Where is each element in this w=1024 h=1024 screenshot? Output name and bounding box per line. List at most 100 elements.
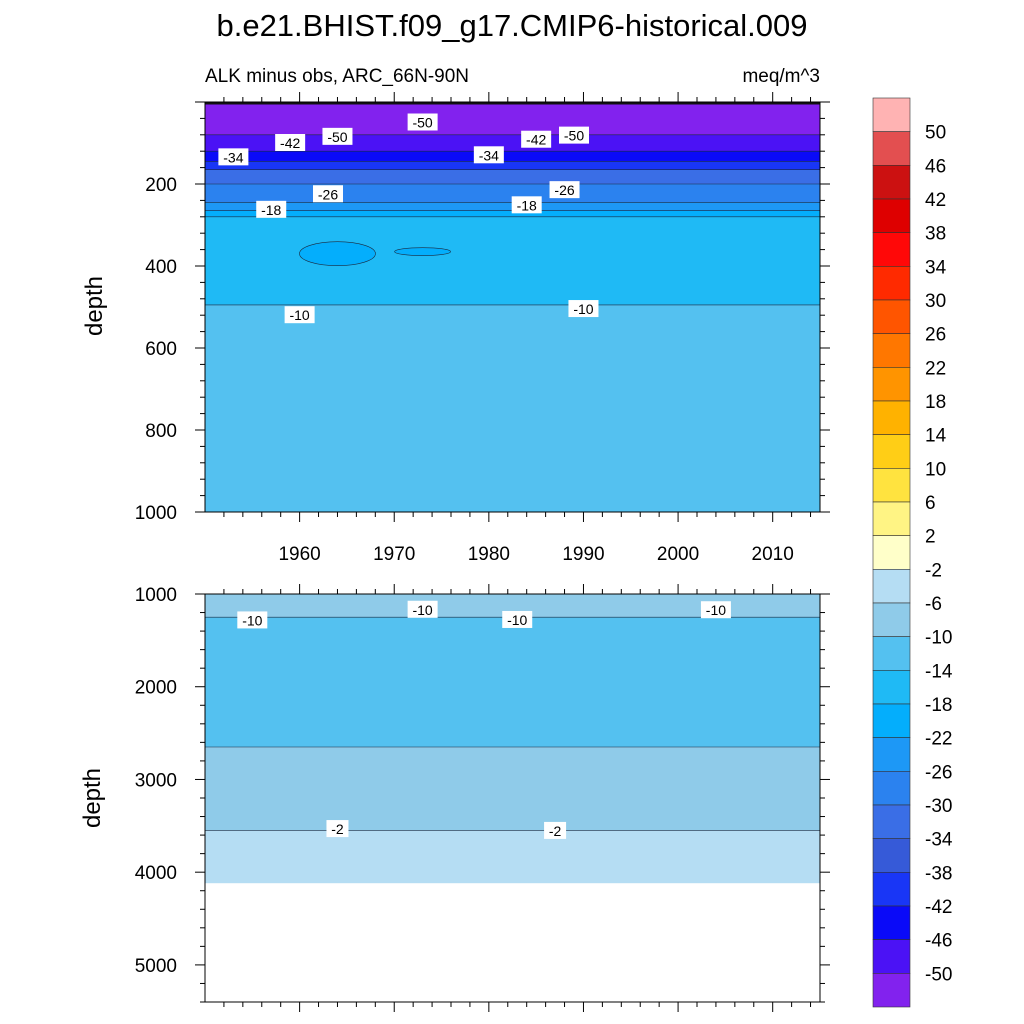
colorbar-swatch (872, 501, 911, 536)
contour-label-box (237, 611, 268, 629)
colorbar-label: 18 (925, 392, 946, 413)
contour-label: -2 (331, 821, 344, 837)
contour-label: -34 (223, 149, 243, 165)
x-tick-label: 1970 (373, 544, 415, 565)
colorbar-swatch (872, 400, 911, 435)
colorbar-label: 38 (925, 224, 946, 245)
contour-pocket (394, 247, 451, 256)
x-tick-label: 1960 (278, 544, 320, 565)
y-tick-label: 1000 (135, 585, 177, 606)
colorbar-swatch (872, 535, 911, 570)
contour-label-box (473, 146, 504, 164)
colorbar-label: 46 (925, 156, 946, 177)
colorbar-swatch (872, 636, 911, 671)
colorbar-label: 22 (925, 358, 946, 379)
y-tick-label: 800 (145, 421, 177, 442)
colorbar-label: -46 (925, 931, 952, 952)
contour-label-box (284, 306, 315, 324)
y-tick-label: 3000 (135, 770, 177, 791)
colorbar-label: -6 (925, 594, 942, 615)
colorbar-swatch (872, 97, 911, 132)
contour-label-box (326, 820, 349, 838)
chart-title: b.e21.BHIST.f09_g17.CMIP6-historical.009 (216, 8, 807, 43)
colorbar-label: 6 (925, 493, 936, 514)
colorbar-label: -50 (925, 964, 952, 985)
y-tick-label: 5000 (135, 956, 177, 977)
colorbar-label: 34 (925, 257, 947, 278)
colorbar: 50 46 42 38 34 30 26 22 18 14 10 6 2 -2 -6 -10 -14 -18 -22… (872, 97, 953, 1008)
colorbar-swatch (872, 804, 911, 839)
colorbar-swatch (872, 905, 911, 940)
colorbar-swatch (872, 165, 911, 200)
colorbar-label: -2 (925, 560, 942, 581)
colorbar-label: 42 (925, 190, 946, 211)
y-tick-label: 600 (145, 339, 177, 360)
contour-band (205, 304, 820, 512)
contour-band (205, 747, 820, 831)
upper-panel: -50 -50 -50 -42 -42 -34 -34 -26 -26 -18 -18 -10 -10 1… (135, 92, 830, 565)
contour-label-box (502, 610, 533, 628)
contour-label: -26 (318, 186, 338, 202)
y-tick-label: 4000 (135, 863, 177, 884)
contour-label: -10 (573, 301, 593, 317)
contour-band (205, 134, 820, 152)
contour-label: -26 (554, 182, 574, 198)
contour-label-box (544, 821, 567, 839)
contour-label: -10 (706, 602, 726, 618)
y-tick-label: 1000 (135, 503, 177, 524)
colorbar-label: -34 (925, 830, 953, 851)
contour-label-box (313, 185, 343, 203)
colorbar-label: -14 (925, 661, 953, 682)
contour-label-box (322, 127, 353, 145)
contour-label: -42 (280, 135, 300, 151)
lower-panel: -10 -10 -10 -10 -2 -2 1000 2000 3000 4000 5000 (135, 584, 830, 1012)
y-tick-label: 200 (145, 175, 177, 196)
contour-label: -10 (289, 307, 309, 323)
contour-label-box (549, 181, 580, 199)
contour-band (205, 883, 820, 1002)
colorbar-swatch (872, 468, 911, 503)
contour-label-box (511, 196, 542, 214)
contour-label: -50 (412, 115, 432, 131)
contour-label: -18 (517, 197, 537, 213)
colorbar-label: 10 (925, 459, 946, 480)
colorbar-swatch (872, 266, 911, 301)
colorbar-swatch (872, 838, 911, 873)
contour-band (205, 617, 820, 747)
contour-label-box (568, 300, 599, 318)
colorbar-label: -42 (925, 897, 952, 918)
contour-label-box (700, 601, 731, 619)
colorbar-label: -22 (925, 729, 952, 750)
colorbar-label: 26 (925, 325, 946, 346)
colorbar-label: -18 (925, 695, 952, 716)
contour-band (205, 184, 820, 203)
colorbar-swatch (872, 434, 911, 469)
contour-label: -50 (564, 128, 584, 144)
colorbar-swatch (872, 973, 911, 1008)
colorbar-label: 30 (925, 291, 946, 312)
contour-label-box (218, 148, 249, 166)
contour-band (205, 830, 820, 884)
contour-band (205, 169, 820, 184)
colorbar-swatch (872, 872, 911, 907)
contour-label: -2 (549, 823, 562, 839)
contour-label-box (275, 134, 306, 151)
contour-label-box (559, 126, 589, 144)
contour-band (205, 210, 820, 217)
contour-label: -34 (479, 147, 499, 163)
contour-label-box (256, 200, 287, 218)
colorbar-swatch (872, 299, 911, 334)
x-tick-label: 2000 (657, 544, 699, 565)
y-axis-label-lower: depth (79, 768, 106, 828)
colorbar-swatch (872, 569, 911, 604)
y-axis-label-upper: depth (81, 276, 108, 336)
subtitle-left: ALK minus obs, ARC_66N-90N (205, 66, 469, 87)
plot-frame (204, 101, 821, 513)
contour-pocket (299, 241, 376, 266)
colorbar-label: -26 (925, 762, 952, 783)
colorbar-swatch (872, 131, 911, 166)
x-tick-label: 1990 (562, 544, 604, 565)
contour-band (205, 161, 820, 170)
contour-band (205, 594, 820, 618)
colorbar-swatch (872, 703, 911, 738)
